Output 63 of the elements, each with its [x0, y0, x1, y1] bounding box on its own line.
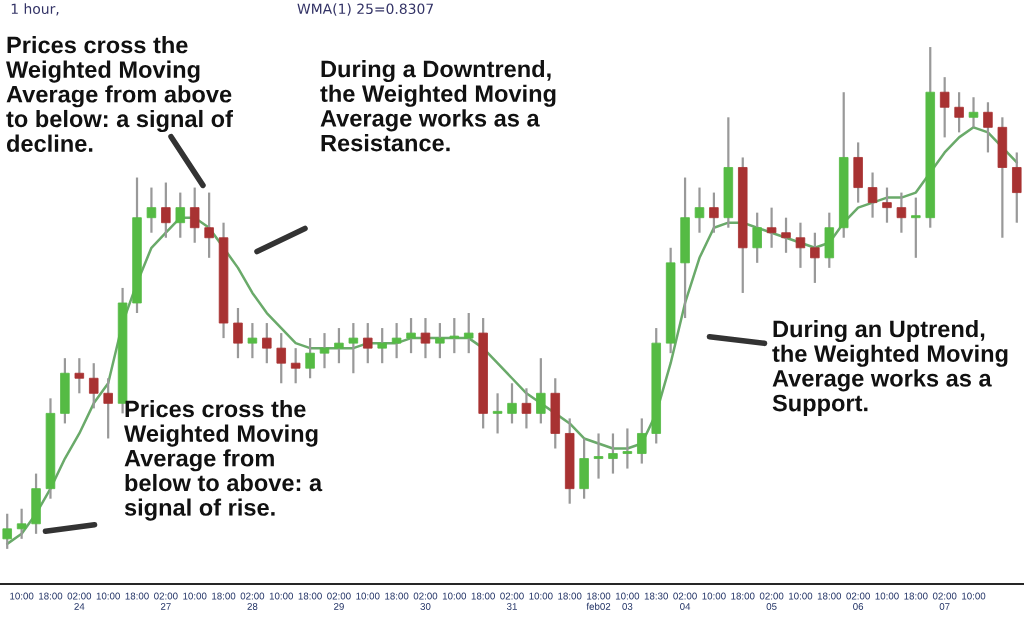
candlestick: [334, 326, 344, 365]
candlestick: [521, 387, 532, 430]
candlestick: [579, 437, 589, 500]
candlestick: [781, 216, 791, 254]
candlestick: [536, 357, 546, 425]
candlestick: [449, 316, 460, 355]
candlestick: [319, 331, 330, 370]
candlestick: [420, 316, 431, 360]
annotation: Prices cross the Weighted Moving Average from below to above: a signal of rise.: [124, 400, 323, 521]
candlestick: [406, 316, 416, 355]
candlestick: [911, 196, 921, 259]
candlestick: [363, 321, 373, 365]
candlestick: [348, 321, 359, 375]
candlestick: [882, 186, 892, 224]
candlestick: [795, 221, 806, 269]
candlestick: [896, 191, 907, 234]
candlestick: [60, 357, 70, 425]
candlestick: [810, 231, 820, 285]
candlestick: [622, 427, 633, 470]
candlestick: [233, 306, 243, 360]
candlestick: [290, 347, 301, 385]
candlestick: [637, 417, 647, 465]
candlestick: [593, 432, 604, 480]
candlestick: [175, 191, 186, 239]
candlestick: [766, 206, 777, 249]
candlestick: [204, 191, 214, 259]
candlestick: [954, 91, 964, 134]
candlestick: [680, 176, 690, 320]
candlestick: [1012, 151, 1022, 224]
candlestick: [391, 321, 402, 360]
candlestick: [31, 472, 41, 535]
candlestick: [709, 191, 719, 234]
candlestick: [146, 186, 157, 234]
annotation: Prices cross the Weighted Moving Average from above to below: a signal of decline.: [6, 36, 233, 152]
candlestick: [608, 432, 618, 475]
candlestick: [507, 382, 517, 425]
candlestick: [752, 211, 762, 264]
candlestick: [377, 326, 387, 365]
candlestick: [74, 357, 85, 395]
candlestick: [305, 337, 315, 380]
candlestick: [853, 141, 863, 204]
candlestick: [463, 311, 474, 355]
annotation: During an Uptrend, the Weighted Moving Average works as a Support.: [772, 320, 1008, 417]
candlestick: [2, 512, 12, 550]
candlestick: [161, 181, 171, 239]
annotation: During a Downtrend, the Weighted Moving Average works as a Resistance.: [320, 60, 556, 152]
candlestick: [262, 321, 272, 365]
candlestick: [435, 321, 445, 360]
candlestick: [824, 211, 835, 269]
candlestick: [550, 377, 561, 450]
candlestick: [89, 362, 99, 410]
candlestick: [939, 76, 950, 139]
candlestick: [867, 171, 878, 219]
candlestick: [997, 116, 1008, 239]
candlestick: [189, 186, 200, 244]
candlestick: [103, 377, 113, 440]
candlestick: [16, 507, 27, 540]
candlestick: [492, 392, 503, 435]
candlestick: [247, 321, 258, 360]
candlestick: [983, 101, 993, 154]
candlestick: [694, 186, 705, 234]
candlestick: [968, 96, 979, 129]
candlestick: [276, 331, 286, 385]
